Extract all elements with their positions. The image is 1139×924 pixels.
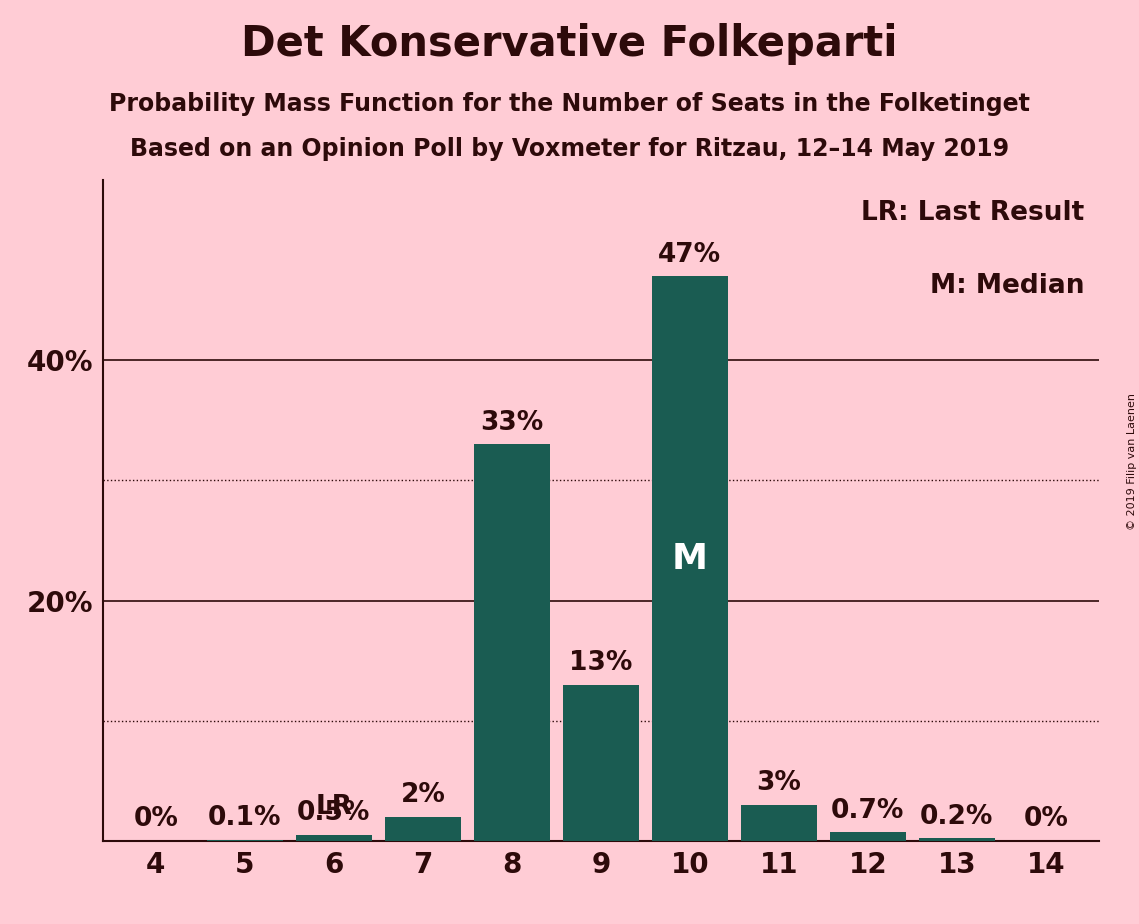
Text: 0.1%: 0.1% <box>208 805 281 832</box>
Bar <box>830 833 906 841</box>
Bar <box>652 276 728 841</box>
Text: 47%: 47% <box>658 242 721 268</box>
Bar <box>563 685 639 841</box>
Text: Det Konservative Folkeparti: Det Konservative Folkeparti <box>241 23 898 65</box>
Text: 3%: 3% <box>756 771 801 796</box>
Text: LR: LR <box>316 795 352 821</box>
Bar <box>296 835 371 841</box>
Text: 0.5%: 0.5% <box>297 800 370 826</box>
Text: 0.7%: 0.7% <box>831 798 904 824</box>
Bar <box>207 840 282 841</box>
Bar <box>385 817 460 841</box>
Text: 2%: 2% <box>401 783 445 808</box>
Text: 0%: 0% <box>133 807 179 833</box>
Text: 13%: 13% <box>570 650 632 676</box>
Text: 33%: 33% <box>481 410 543 436</box>
Text: © 2019 Filip van Laenen: © 2019 Filip van Laenen <box>1126 394 1137 530</box>
Text: M: Median: M: Median <box>929 273 1084 298</box>
Bar <box>741 805 817 841</box>
Bar <box>474 444 550 841</box>
Text: LR: Last Result: LR: Last Result <box>861 200 1084 226</box>
Text: Based on an Opinion Poll by Voxmeter for Ritzau, 12–14 May 2019: Based on an Opinion Poll by Voxmeter for… <box>130 137 1009 161</box>
Text: Probability Mass Function for the Number of Seats in the Folketinget: Probability Mass Function for the Number… <box>109 92 1030 116</box>
Text: 0%: 0% <box>1023 807 1068 833</box>
Bar <box>919 838 994 841</box>
Text: 0.2%: 0.2% <box>920 804 993 830</box>
Text: M: M <box>672 541 707 576</box>
